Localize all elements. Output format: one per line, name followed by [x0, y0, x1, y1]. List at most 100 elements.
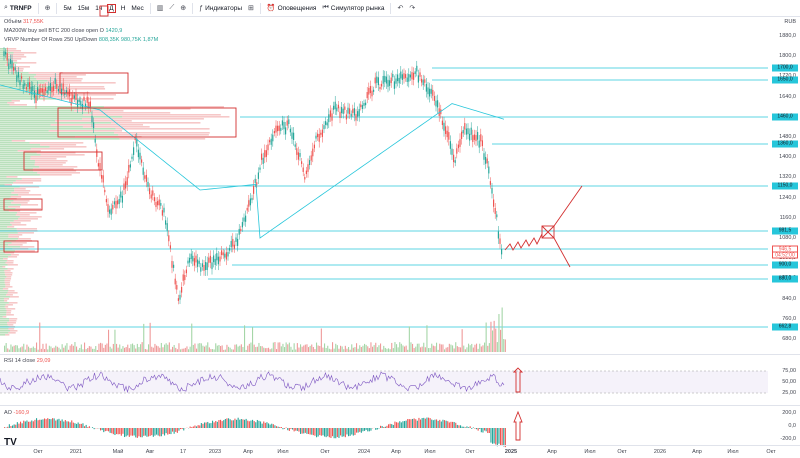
- candle-body: [152, 190, 154, 196]
- ao-bar: [332, 428, 334, 437]
- ao-bar: [44, 418, 46, 428]
- volume-bar: [269, 349, 271, 352]
- candle-body: [381, 83, 383, 87]
- interval-month[interactable]: Мес: [131, 4, 144, 12]
- profile-bar-down: [7, 322, 16, 324]
- time-tick: Окт: [766, 449, 776, 455]
- profile-bar-up: [0, 82, 45, 84]
- highlight-box: [3, 240, 39, 253]
- candle-body: [321, 129, 323, 137]
- volume-bar: [391, 342, 393, 352]
- volume-bar: [138, 347, 140, 352]
- time-tick: Окт: [617, 449, 627, 455]
- price-badge: 04:52:00: [772, 251, 798, 259]
- profile-bar-down: [6, 260, 14, 262]
- ao-bar: [82, 423, 84, 428]
- volume-bar: [440, 344, 442, 352]
- profile-bar-up: [0, 260, 7, 262]
- candle-body: [181, 286, 183, 293]
- candle-body: [94, 138, 96, 143]
- candle-body: [158, 199, 160, 206]
- pane-divider[interactable]: [0, 354, 800, 355]
- profile-bar-down: [4, 280, 11, 282]
- candle-body: [459, 139, 461, 147]
- symbol-search[interactable]: ⌕ TRNFP: [4, 4, 32, 12]
- ao-bar: [237, 417, 239, 428]
- profile-bar-down: [14, 188, 26, 190]
- add-symbol-icon[interactable]: ⊕: [44, 5, 51, 12]
- volume-bar: [408, 326, 410, 352]
- volume-bar: [317, 345, 319, 352]
- legend-ma: MA200W buy sell BTC 200 close open O 142…: [4, 28, 123, 34]
- profile-bar-up: [0, 330, 10, 332]
- candle-body: [14, 67, 16, 71]
- candle-body: [275, 125, 277, 133]
- line-chart-icon[interactable]: ⟋: [169, 4, 175, 11]
- horizontal-levels[interactable]: [0, 67, 768, 328]
- replay-button[interactable]: ⏮ Симулятор рынка: [322, 4, 385, 12]
- ao-bar: [471, 428, 473, 429]
- ao-bar: [250, 420, 252, 428]
- profile-bar-down: [40, 96, 70, 98]
- profile-bar-down: [82, 118, 204, 120]
- pane-divider[interactable]: [0, 405, 800, 406]
- interval-day[interactable]: Д: [107, 3, 116, 13]
- candle-body: [397, 74, 399, 82]
- candle-body: [83, 96, 85, 102]
- candle-body: [341, 107, 343, 114]
- candle-body: [25, 87, 27, 90]
- profile-bar-down: [56, 86, 105, 88]
- volume-bar: [266, 348, 268, 352]
- profile-bar-down: [118, 134, 209, 136]
- volume-bar: [45, 343, 47, 352]
- profile-bar-down: [8, 234, 23, 236]
- indicators-button[interactable]: ƒ Индикаторы: [199, 4, 243, 12]
- compare-icon[interactable]: ⊕: [180, 5, 187, 12]
- candle-body: [433, 95, 435, 101]
- candle-body: [485, 156, 487, 164]
- profile-bar-up: [0, 252, 6, 254]
- volume-bar: [208, 347, 210, 352]
- volume-bar: [424, 347, 426, 352]
- candle-body: [182, 274, 184, 281]
- profile-bar-down: [9, 330, 18, 332]
- layout-icon[interactable]: ⊞: [248, 5, 254, 12]
- candle-body: [465, 128, 467, 135]
- profile-bar-down: [37, 172, 81, 174]
- profile-bar-down: [110, 108, 191, 110]
- profile-bar-up: [0, 138, 120, 140]
- candle-body: [88, 102, 90, 109]
- interval-15m[interactable]: 15м: [77, 4, 90, 12]
- candles-icon[interactable]: ▥: [156, 5, 164, 12]
- ao-bar: [100, 428, 102, 431]
- alerts-button[interactable]: ⏰ Оповещения: [266, 4, 317, 13]
- interval-week[interactable]: Н: [120, 4, 126, 12]
- ao-bar: [108, 428, 110, 432]
- volume-bar: [180, 349, 182, 352]
- undo-icon[interactable]: ↶: [397, 5, 404, 12]
- volume-bar: [140, 344, 142, 352]
- interval-5m[interactable]: 5м: [63, 4, 72, 12]
- interval-1h[interactable]: 1ч: [95, 4, 103, 12]
- volume-bar: [413, 348, 415, 352]
- candle-body: [173, 264, 175, 268]
- ao-bar: [408, 419, 410, 428]
- volume-bar: [325, 348, 327, 352]
- profile-bar-up: [0, 224, 12, 226]
- ao-bar: [474, 428, 476, 429]
- ao-bar: [135, 428, 137, 438]
- price-tick: 1800,0: [779, 53, 796, 60]
- profile-bar-down: [5, 308, 16, 310]
- price-axis[interactable]: RUB 1880,01800,01720,01640,01560,01480,0…: [770, 0, 800, 458]
- ao-bar: [389, 423, 391, 428]
- ao-bar: [202, 423, 204, 428]
- redo-icon[interactable]: ↷: [409, 5, 416, 12]
- volume-bar: [493, 320, 495, 352]
- volume-bar: [101, 343, 103, 352]
- volume-bar: [375, 342, 377, 352]
- drawings[interactable]: [3, 5, 583, 441]
- profile-bar-down: [6, 312, 11, 314]
- profile-bar-up: [0, 152, 37, 154]
- candle-body: [177, 298, 179, 301]
